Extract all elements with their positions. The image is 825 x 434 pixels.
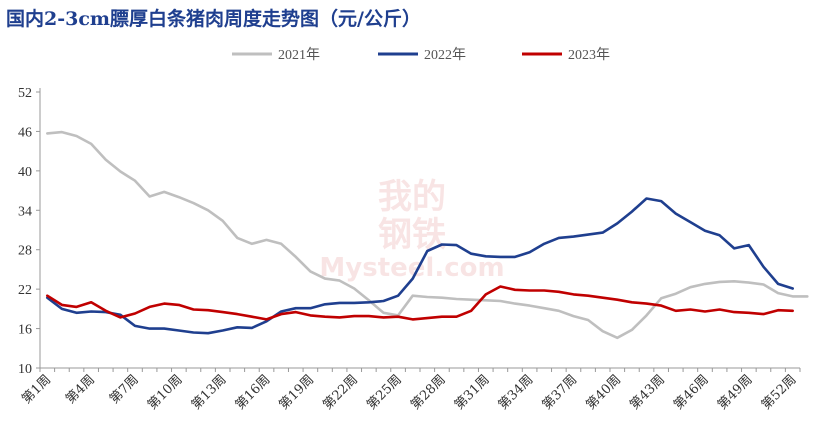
x-tick-label: 第25周 — [364, 372, 405, 413]
legend: 2021年 2022年 2023年 — [232, 47, 610, 63]
x-tick-label: 第1周 — [19, 372, 54, 407]
series-line-1 — [45, 130, 809, 340]
y-tick-label: 16 — [18, 323, 32, 338]
y-tick-label: 10 — [18, 362, 32, 377]
x-tick-label: 第13周 — [189, 372, 230, 413]
x-tick-label: 第7周 — [107, 372, 142, 407]
series-lines — [45, 130, 809, 340]
x-tick-label: 第31周 — [452, 372, 493, 413]
legend-label-3: 2023年 — [568, 47, 610, 63]
x-tick-label: 第19周 — [277, 372, 318, 413]
watermark-line-2: 钢铁 — [378, 215, 446, 255]
watermark-line-1: 我的 — [378, 177, 446, 217]
x-tick-label: 第37周 — [540, 372, 581, 413]
x-tick-label: 第40周 — [583, 372, 624, 413]
y-tick-label: 22 — [18, 283, 32, 298]
x-tick-label: 第16周 — [233, 372, 274, 413]
x-tick-label: 第46周 — [671, 372, 712, 413]
x-tick-label: 第4周 — [63, 372, 98, 407]
y-tick-label: 34 — [18, 204, 32, 219]
x-tick-label: 第28周 — [408, 372, 449, 413]
legend-label-1: 2021年 — [278, 47, 320, 63]
y-tick-label: 40 — [18, 165, 32, 180]
chart-title: 国内2-3cm膘厚白条猪肉周度走势图（元/公斤） — [6, 8, 421, 30]
y-tick-label: 28 — [18, 244, 32, 259]
x-tick-label: 第10周 — [145, 372, 186, 413]
x-tick-label: 第52周 — [759, 372, 800, 413]
series-line-2 — [45, 197, 795, 335]
y-tick-label: 52 — [18, 86, 32, 101]
legend-label-2: 2022年 — [424, 47, 466, 63]
x-tick-label: 第34周 — [496, 372, 537, 413]
y-tick-label: 46 — [18, 125, 32, 140]
x-tick-label: 第43周 — [627, 372, 668, 413]
x-tick-label: 第22周 — [320, 372, 361, 413]
x-tick-label: 第49周 — [715, 372, 756, 413]
series-line-3 — [45, 285, 795, 321]
